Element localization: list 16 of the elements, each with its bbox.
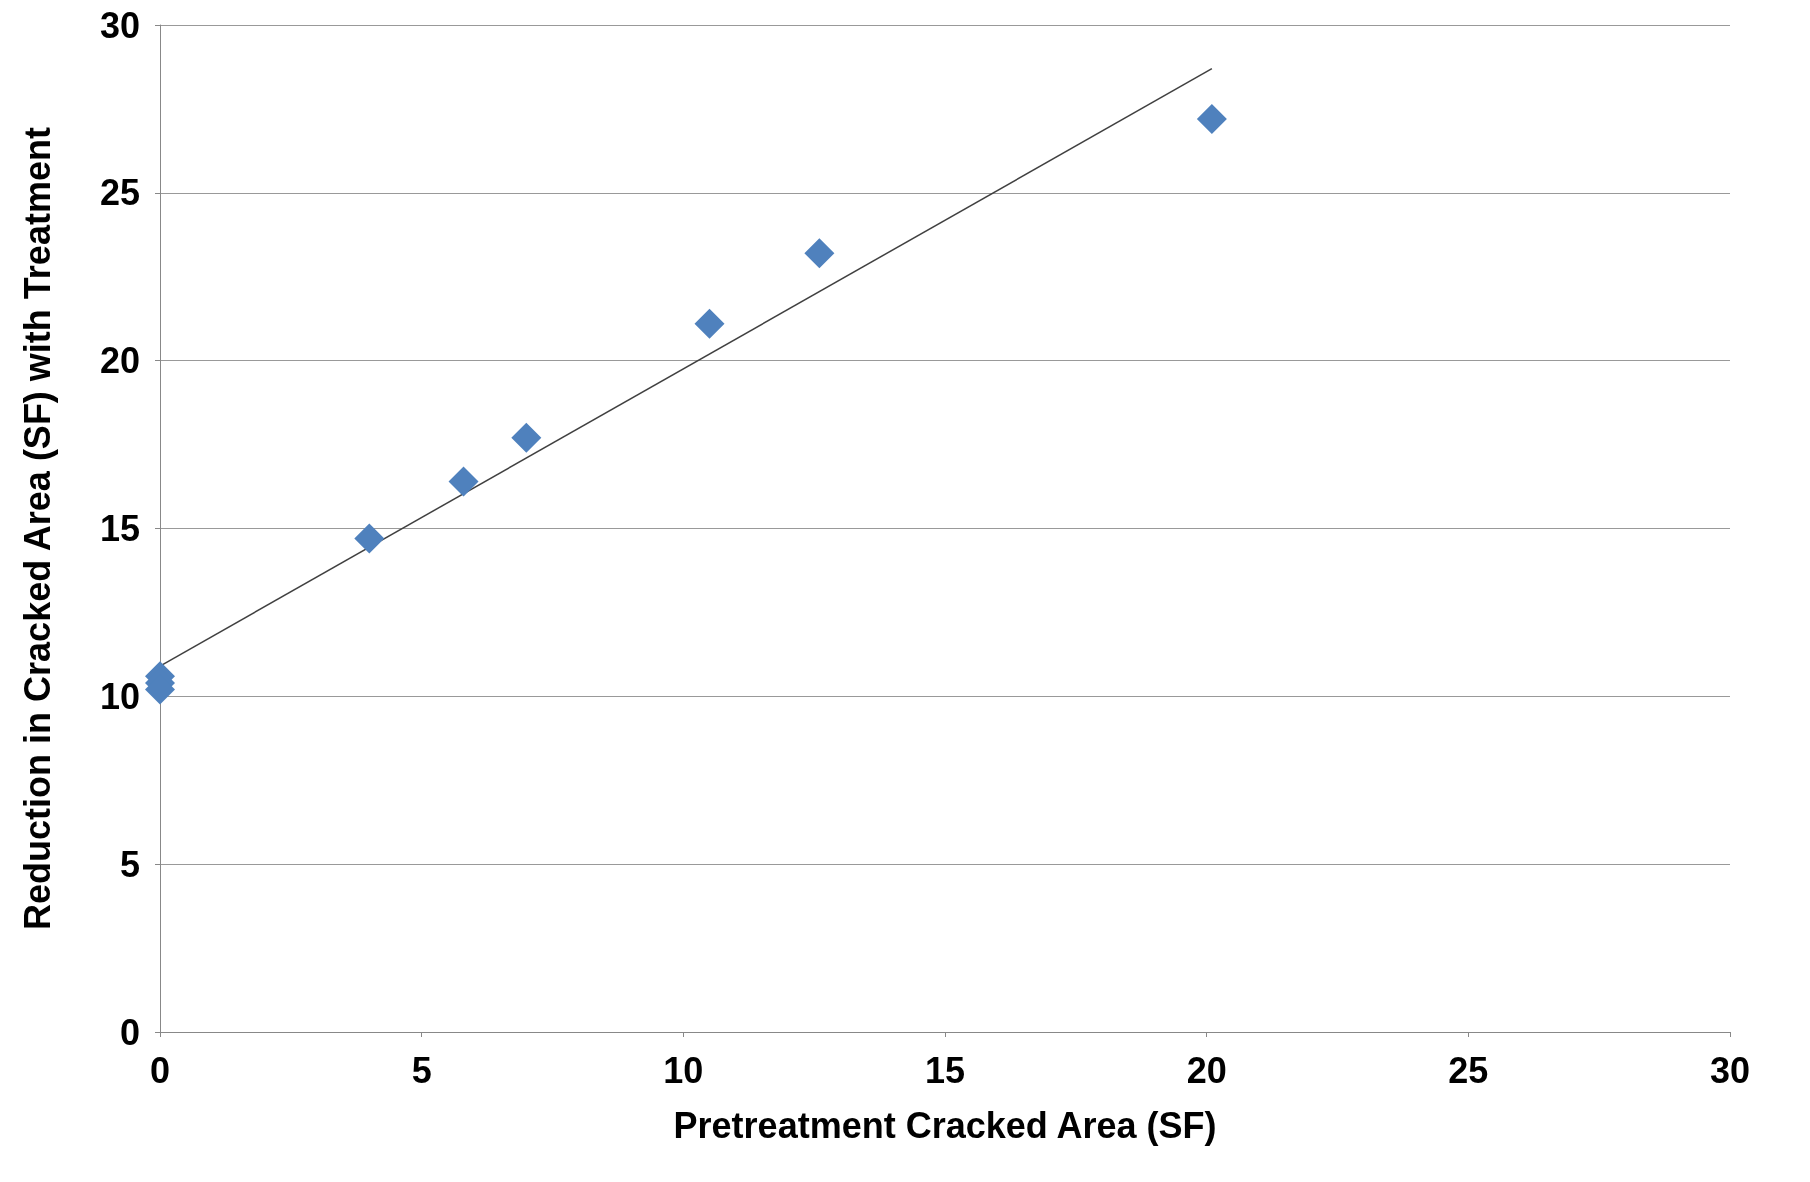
y-tick-label: 25 <box>99 172 140 214</box>
x-tick-label: 5 <box>411 1049 432 1091</box>
y-tick-label: 5 <box>119 843 140 885</box>
y-tick-label: 30 <box>99 4 140 46</box>
x-tick-label: 10 <box>663 1049 704 1091</box>
x-tick-label: 0 <box>149 1049 171 1091</box>
y-axis-title: Reduction in Cracked Area (SF) with Treatment <box>16 127 58 930</box>
x-tick-label: 20 <box>1186 1049 1227 1091</box>
x-axis-title: Pretreatment Cracked Area (SF) <box>673 1104 1217 1146</box>
y-tick-label: 10 <box>99 675 140 717</box>
x-tick-label: 25 <box>1448 1049 1489 1091</box>
y-tick-label: 0 <box>119 1011 140 1053</box>
y-tick-label: 15 <box>99 508 140 549</box>
x-tick-label: 30 <box>1709 1049 1751 1091</box>
x-tick-label: 15 <box>924 1049 966 1091</box>
y-tick-label: 20 <box>99 340 140 382</box>
